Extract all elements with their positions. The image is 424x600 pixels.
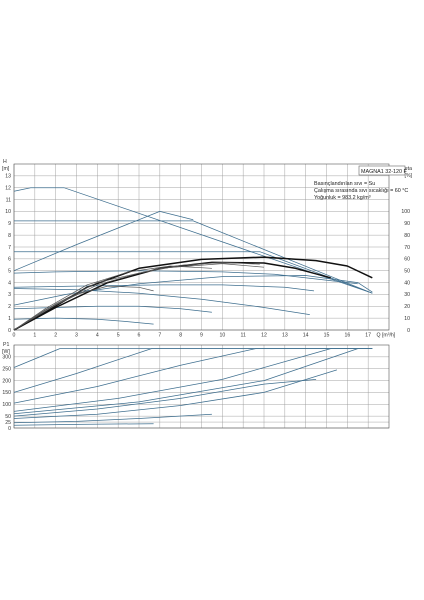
- p-tick-label: 300: [2, 355, 11, 361]
- q-tick-label: 6: [138, 333, 141, 339]
- q-tick-label: 14: [303, 333, 309, 339]
- power-curve: [13, 379, 317, 417]
- power-plot-frame: [13, 344, 390, 429]
- h-tick-label: 2: [8, 304, 11, 310]
- eta-tick-label: 50: [404, 269, 410, 275]
- power-curve: [13, 423, 154, 426]
- head-curve: [13, 284, 315, 292]
- h-axis-title: H: [3, 159, 7, 165]
- eta-tick-label: 60: [404, 257, 410, 263]
- q-tick-label: 11: [240, 333, 245, 339]
- head-curve: [13, 317, 154, 325]
- h-tick-label: 6: [8, 257, 11, 263]
- q-tick-label: 8: [179, 333, 182, 339]
- h-tick-label: 5: [8, 269, 11, 275]
- power-curve: [13, 348, 358, 415]
- legend-box: MAGNA1 32-120 F Basınçlandırılan sıvı = …: [314, 165, 408, 201]
- q-tick-label: 12: [261, 333, 267, 339]
- power-curve: [13, 348, 373, 368]
- efficiency-curve: [13, 262, 260, 331]
- q-tick-label: 7: [158, 333, 161, 339]
- power-curve: [13, 413, 212, 424]
- eta-axis-title: eta: [405, 166, 412, 172]
- eta-tick-label: 100: [401, 209, 410, 215]
- p-tick-label: 100: [2, 402, 11, 408]
- legend-line-density: Yoğunluk = 983.2 kg/m³: [314, 195, 371, 201]
- head-plot-frame: [13, 163, 390, 331]
- p-tick-label: 50: [5, 414, 11, 420]
- q-tick-label: 9: [200, 333, 203, 339]
- q-tick-label: 3: [75, 333, 78, 339]
- eta-tick-label: 40: [404, 280, 410, 286]
- h-tick-label: 12: [5, 186, 11, 192]
- h-tick-label: 3: [8, 292, 11, 298]
- eta-tick-label: 80: [404, 233, 410, 239]
- h-tick-label: 11: [6, 197, 11, 203]
- eta-axis-unit: [%]: [405, 173, 413, 179]
- legend-line-temperature: Çalışma sırasında sıvı sıcaklığı = 60 °C: [314, 188, 408, 194]
- legend-model: MAGNA1 32-120 F: [361, 169, 408, 175]
- q-tick-label: 17: [365, 333, 371, 339]
- h-tick-label: 4: [8, 280, 11, 286]
- q-tick-label: 0: [13, 333, 16, 339]
- efficiency-curve: [13, 263, 265, 331]
- h-tick-label: 9: [8, 221, 11, 227]
- h-tick-label: 7: [8, 245, 11, 251]
- h-tick-label: 1: [8, 316, 11, 322]
- q-tick-label: 13: [282, 333, 288, 339]
- power-curve: [13, 348, 373, 404]
- head-curve: [13, 270, 358, 285]
- q-tick-label: 16: [344, 333, 350, 339]
- efficiency-curve: [13, 285, 154, 331]
- p-axis-unit: [W]: [2, 349, 10, 355]
- head-curve: [14, 251, 373, 294]
- eta-tick-label: 10: [404, 316, 410, 322]
- q-tick-label: 4: [96, 333, 99, 339]
- p-tick-label: 150: [2, 390, 11, 396]
- head-curve: [13, 275, 373, 306]
- head-curve: [13, 211, 194, 272]
- efficiency-curve: [13, 256, 373, 331]
- eta-tick-label: 0: [407, 328, 410, 334]
- head-curve: [13, 187, 373, 294]
- h-tick-label: 13: [5, 174, 11, 180]
- head-curve: [13, 288, 310, 315]
- eta-tick-label: 70: [404, 245, 410, 251]
- eta-tick-label: 20: [404, 304, 410, 310]
- h-tick-label: 8: [8, 233, 11, 239]
- head-curve: [14, 220, 373, 294]
- p-tick-label: 250: [2, 367, 11, 373]
- q-tick-label: 1: [33, 333, 36, 339]
- p-tick-label: 25: [5, 420, 11, 426]
- power-curve: [13, 348, 373, 393]
- head-curve: [13, 305, 212, 313]
- q-tick-label: 10: [219, 333, 225, 339]
- eta-tick-label: 90: [404, 221, 410, 227]
- q-tick-label: 2: [54, 333, 57, 339]
- legend-model-box: [358, 165, 406, 176]
- p-tick-label: 200: [2, 378, 11, 384]
- power-curve: [13, 348, 373, 412]
- h-tick-label: 0: [8, 328, 11, 334]
- power-curve: [13, 369, 338, 419]
- eta-tick-label: 30: [404, 292, 410, 298]
- q-tick-label: 5: [117, 333, 120, 339]
- efficiency-curve: [13, 265, 212, 331]
- legend-line-fluid: Basınçlandırılan sıvı = Su: [314, 181, 375, 187]
- p-axis-title: P1: [3, 342, 9, 348]
- h-axis-unit: [m]: [2, 166, 10, 172]
- q-axis-title: Q [m³/h]: [377, 333, 396, 339]
- q-tick-label: 15: [324, 333, 330, 339]
- p-tick-label: 0: [8, 426, 11, 432]
- h-tick-label: 10: [5, 209, 11, 215]
